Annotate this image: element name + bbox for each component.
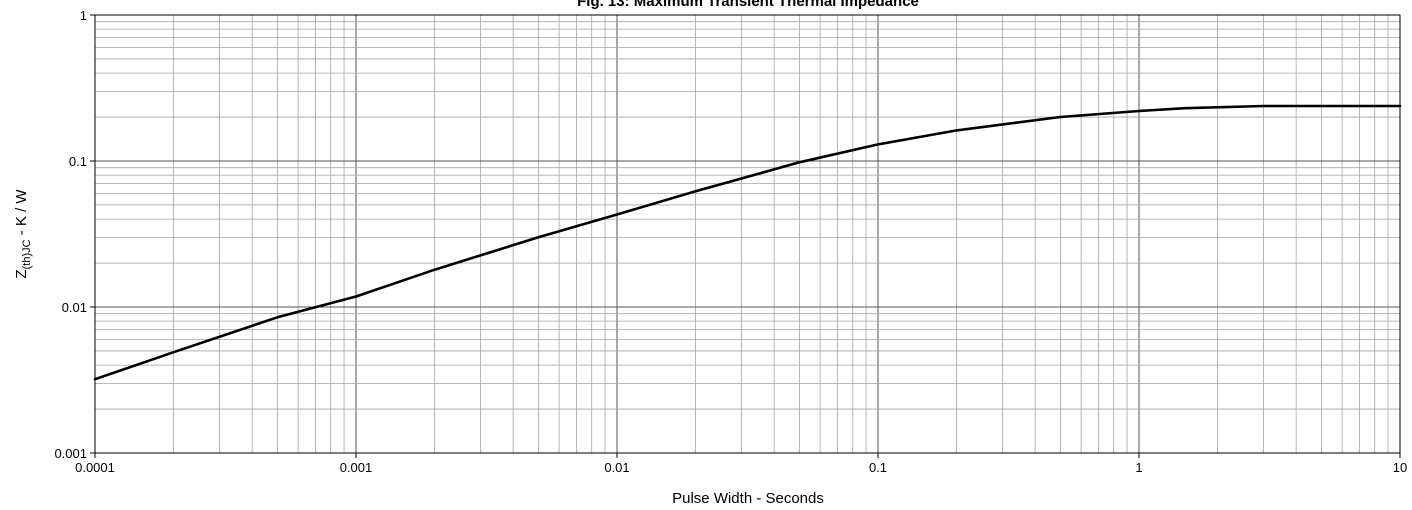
y-tick-label: 1 bbox=[80, 8, 87, 23]
y-tick-label: 0.01 bbox=[62, 300, 87, 315]
x-tick-label: 1 bbox=[1135, 460, 1142, 475]
y-axis-title-subscript: (th)JC bbox=[21, 239, 33, 269]
x-tick-label: 0.01 bbox=[604, 460, 629, 475]
grid bbox=[95, 15, 1400, 453]
x-tick-labels: 0.0001 0.001 0.01 0.1 1 10 bbox=[75, 453, 1407, 475]
plot-frame bbox=[94, 14, 1401, 454]
x-tick-label: 10 bbox=[1393, 460, 1407, 475]
x-tick-label: 0.1 bbox=[869, 460, 887, 475]
y-tick-labels: 0.001 0.01 0.1 1 bbox=[54, 8, 95, 461]
series-layer bbox=[93, 104, 1402, 381]
y-tick-label: 0.1 bbox=[69, 154, 87, 169]
x-axis-title: Pulse Width - Seconds bbox=[672, 490, 824, 507]
x-tick-label: 0.001 bbox=[340, 460, 373, 475]
series-line bbox=[93, 104, 1402, 381]
x-tick-label: 0.0001 bbox=[75, 460, 115, 475]
chart-title: Fig. 13: Maximum Transient Thermal Imped… bbox=[577, 0, 919, 10]
y-axis-title-suffix: - K / W bbox=[13, 189, 30, 240]
y-axis-title: Z(th)JC - K / W bbox=[13, 189, 33, 279]
y-tick-label: 0.001 bbox=[54, 446, 87, 461]
y-axis-title-main: Z bbox=[13, 269, 30, 278]
